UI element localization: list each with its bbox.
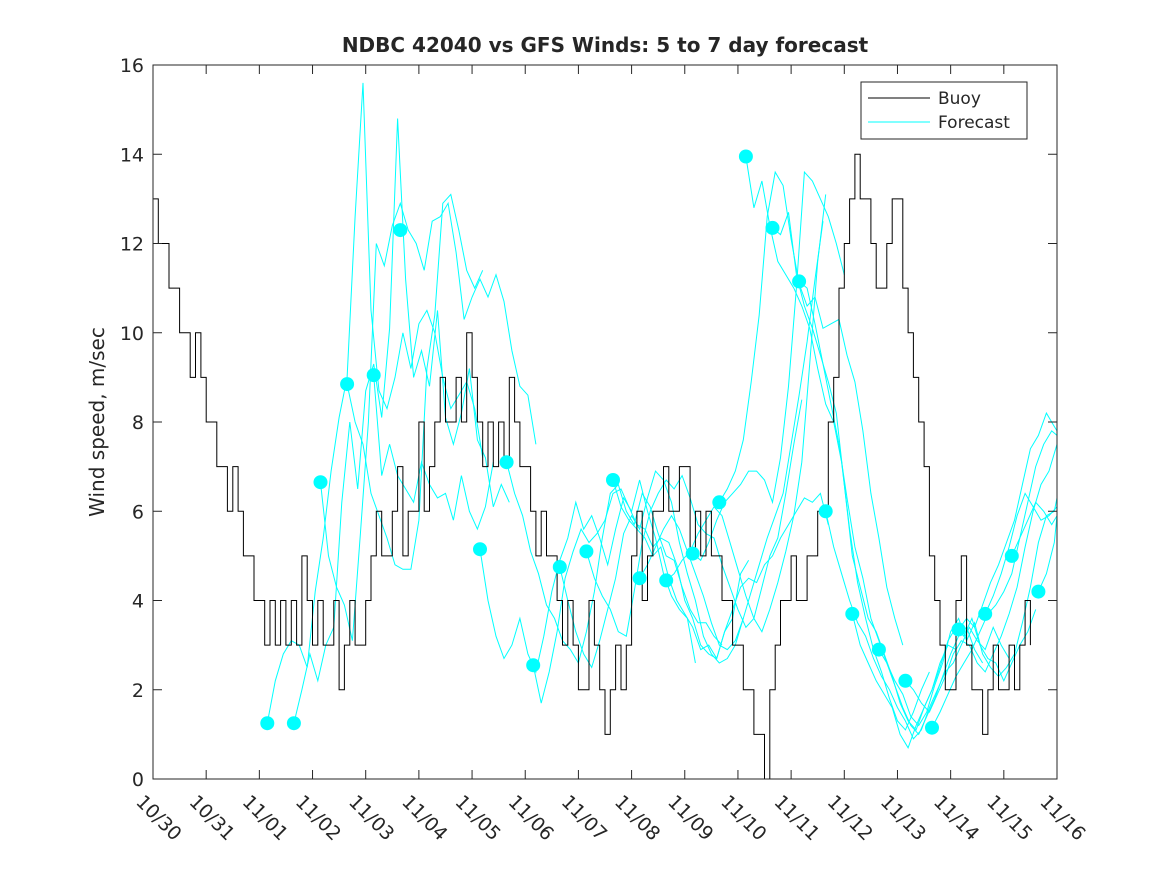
forecast-line-20 [851,609,1037,749]
legend-buoy-label: Buoy [938,89,981,109]
forecast-line-3 [320,201,537,641]
forecast-line-15 [718,170,904,646]
buoy-line [153,153,1031,780]
forecast-point-11 [579,544,594,559]
y-axis-label: Wind speed, m/sec [85,327,109,517]
forecast-point-1 [260,716,275,731]
forecast-line-4 [346,193,484,570]
forecast-line-6 [479,479,696,674]
forecast-point-4 [340,377,355,392]
forecast-point-2 [286,716,301,731]
forecast-line-8 [532,488,750,704]
y-tick-label: 12 [120,234,144,256]
forecast-point-19 [792,274,807,289]
forecast-line-24 [958,411,1058,630]
y-tick-label: 6 [132,501,144,523]
forecast-line-11 [612,479,829,660]
forecast-point-28 [1031,584,1046,599]
forecast-point-8 [499,455,514,470]
forecast-line-2 [293,118,510,724]
forecast-line-25 [984,492,1058,615]
forecast-point-24 [925,720,939,735]
forecast-line-10 [585,399,803,637]
forecast-point-15 [685,546,700,561]
forecast-point-25 [951,622,966,637]
forecast-line-13 [665,194,827,633]
forecast-point-13 [632,571,647,586]
y-tick-label: 16 [120,55,144,77]
forecast-line-14 [692,170,845,562]
forecast-point-7 [473,542,487,557]
y-tick-label: 4 [132,591,144,613]
legend-box [860,81,1028,140]
forecast-point-3 [313,475,328,490]
series-layer [153,82,1058,780]
forecast-line-27 [1037,515,1058,592]
forecast-point-17 [738,149,753,164]
forecast-point-6 [393,223,408,238]
forecast-line-21 [878,497,1058,727]
forecast-line-1 [266,82,484,724]
y-tick-label: 2 [132,680,144,702]
forecast-line-12 [639,221,824,651]
chart-title: NDBC 42040 vs GFS Winds: 5 to 7 day fore… [342,33,869,57]
plot-area [153,65,1057,779]
forecast-point-20 [818,504,833,519]
y-tick-label: 10 [120,323,144,345]
forecast-point-9 [526,658,541,673]
legend: Buoy Forecast [860,81,1028,140]
forecast-point-21 [845,606,860,621]
forecast-line-23 [931,430,1058,728]
forecast-point-27 [1004,548,1019,563]
y-tick-label: 14 [120,144,144,166]
forecast-line-7 [506,462,723,665]
forecast-point-12 [606,473,620,487]
forecast-point-26 [978,606,993,621]
forecast-point-14 [659,573,674,588]
forecast-point-18 [765,220,780,235]
forecast-line-18 [798,281,984,736]
forecast-point-5 [366,368,381,383]
y-tick-label: 0 [132,769,144,791]
forecast-point-22 [871,642,886,657]
forecast-line-22 [905,444,1058,714]
forecast-line-26 [1011,501,1058,557]
y-tick-label: 8 [132,412,144,434]
forecast-point-23 [898,673,913,688]
forecast-line-5 [373,375,494,531]
forecast-line-16 [745,156,930,731]
forecast-point-10 [552,560,567,574]
forecast-point-16 [712,495,727,510]
forecast-line-9 [559,470,744,669]
legend-forecast-label: Forecast [938,113,1010,133]
